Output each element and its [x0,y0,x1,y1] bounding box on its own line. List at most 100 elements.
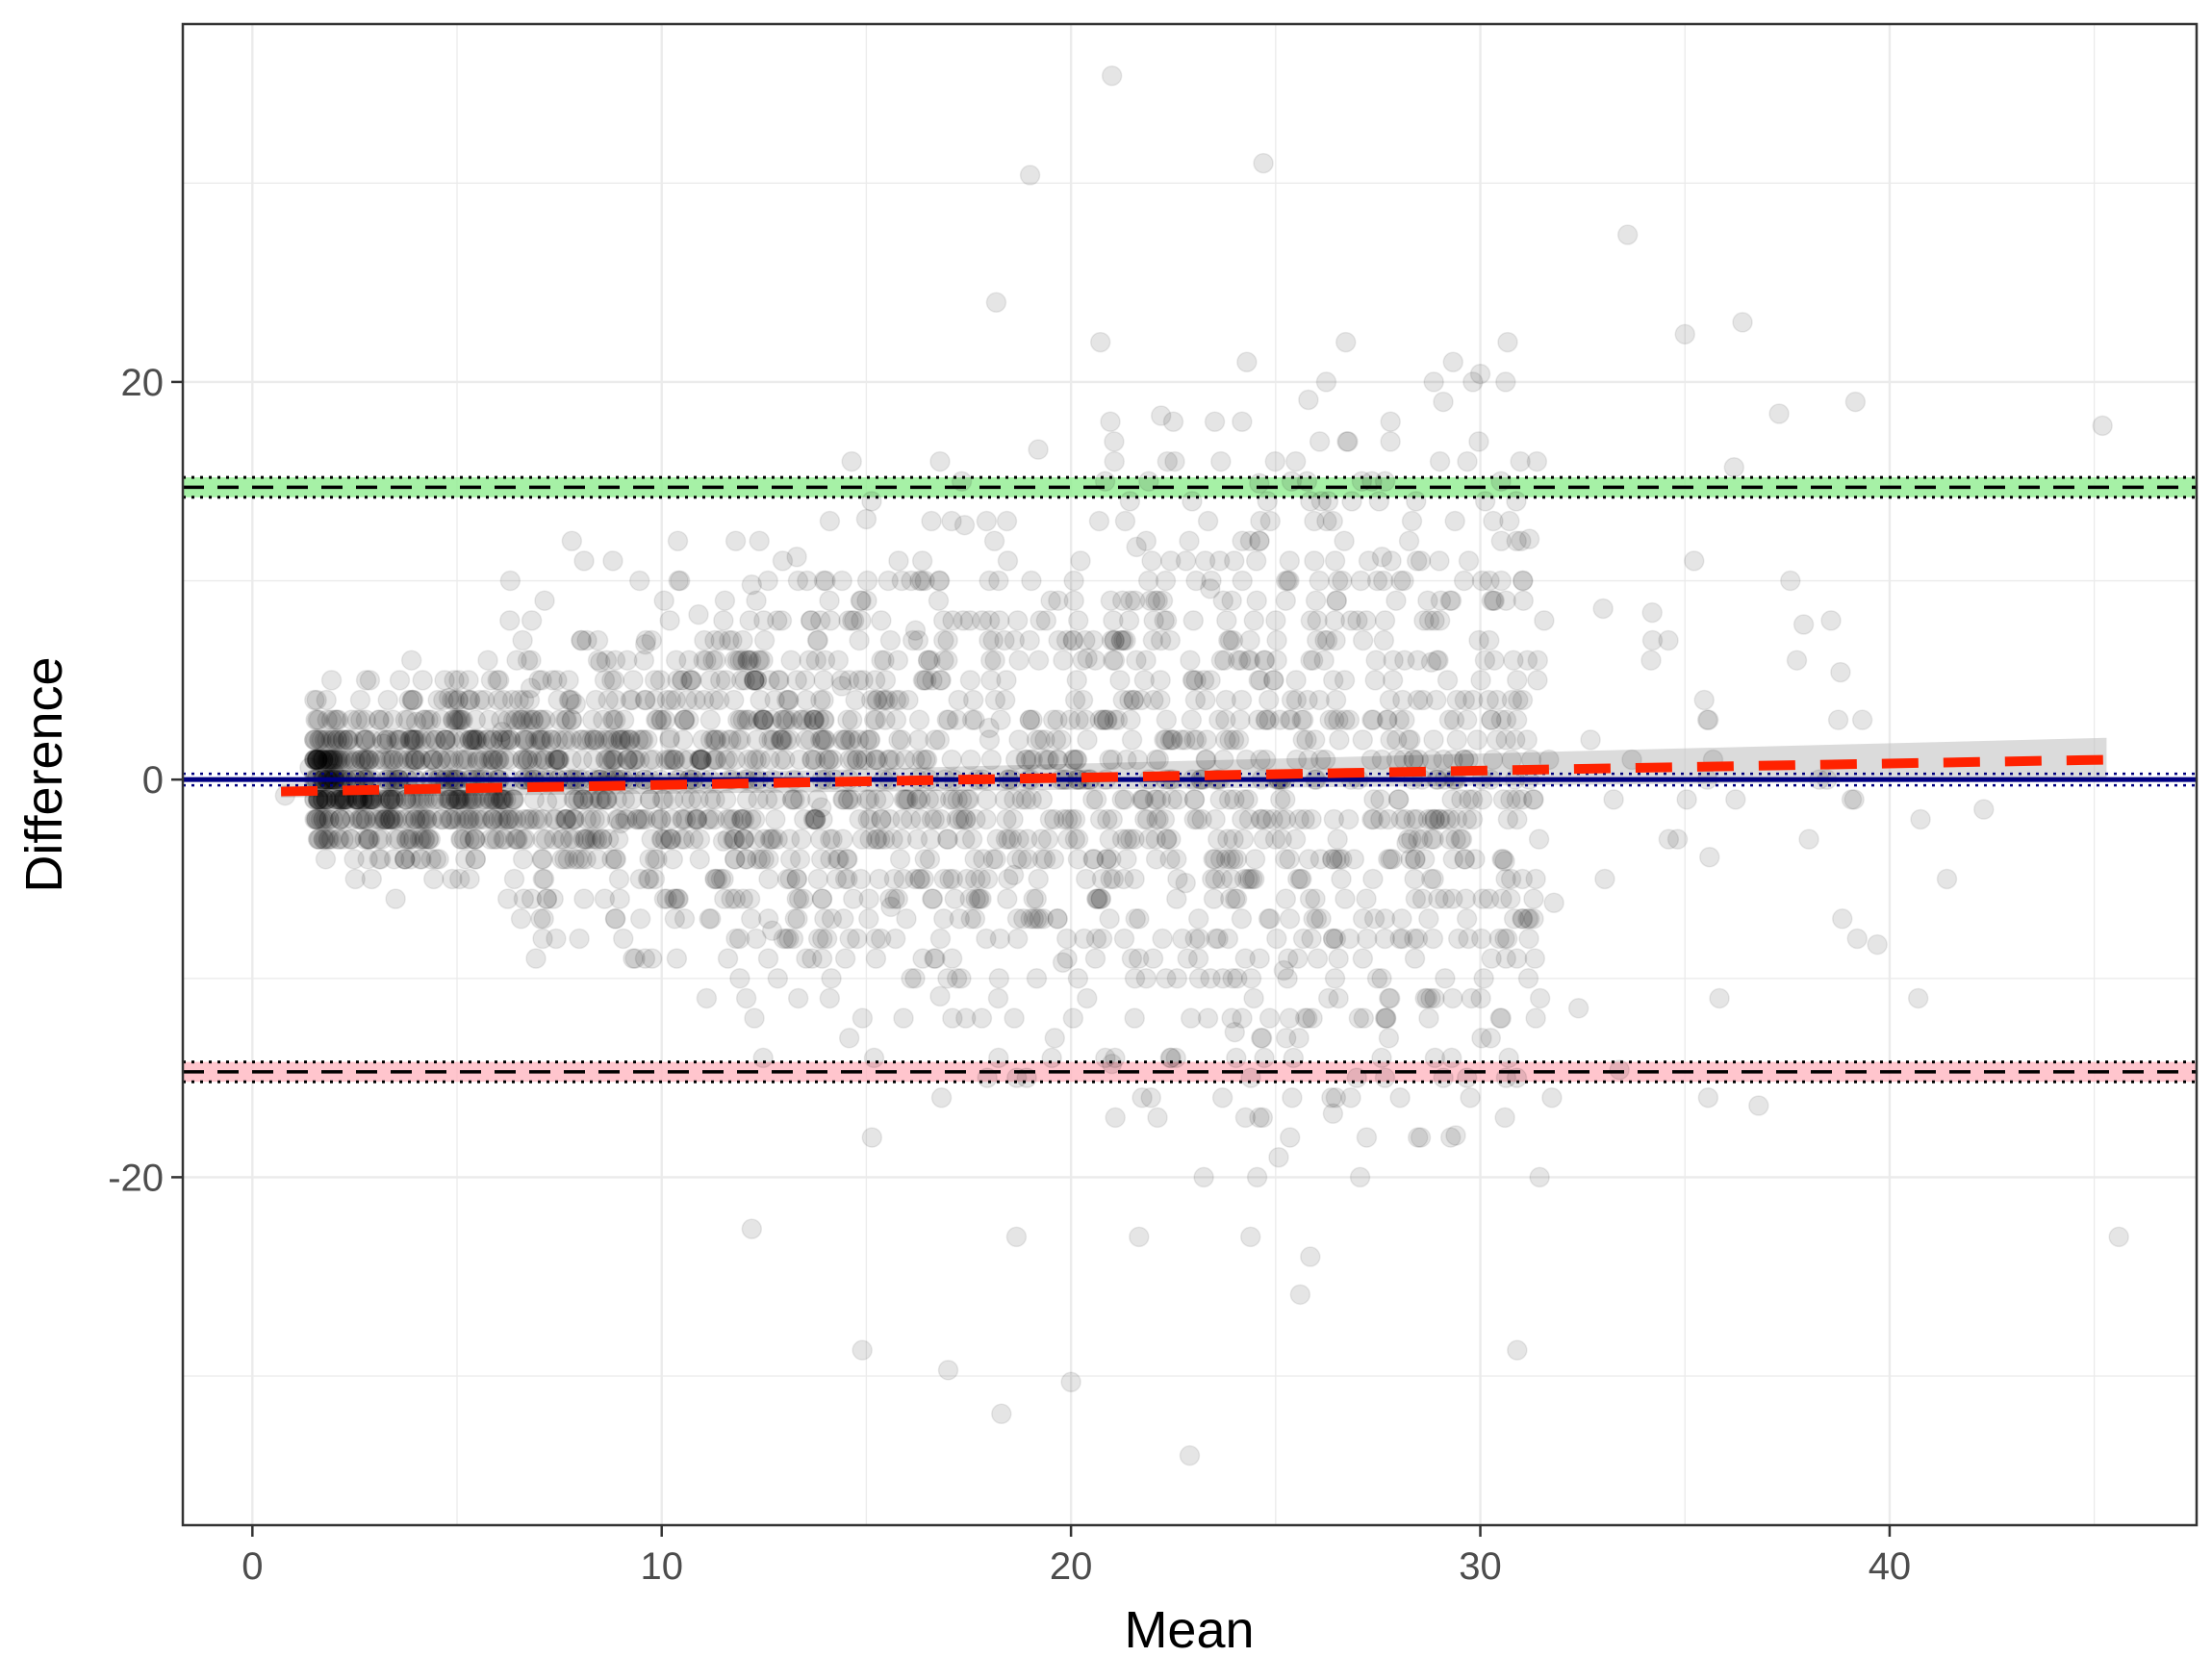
scatter-point [838,610,859,631]
scatter-point [1250,510,1271,532]
scatter-point [757,948,779,969]
scatter-point [609,888,630,909]
scatter-point [519,689,541,711]
scatter-point [1505,729,1526,751]
scatter-point [976,789,998,810]
scatter-point [888,550,909,572]
scatter-point [1534,610,1555,631]
scatter-point [810,849,832,870]
scatter-point [1282,1087,1303,1109]
scatter-point [1388,709,1411,730]
scatter-point [1213,650,1235,671]
scatter-point [831,729,852,751]
scatter-point [787,908,808,930]
scatter-point [1056,828,1079,850]
scatter-point [404,749,425,771]
scatter-point [1185,670,1207,691]
scatter-point [740,908,762,930]
scatter-point [676,689,699,711]
scatter-point [746,590,767,611]
scatter-point [1527,670,1548,691]
scatter-point [1011,849,1032,870]
scatter-point [1423,371,1444,393]
scatter-point [901,968,922,989]
y-tick-label: -20 [108,1157,164,1199]
scatter-point [1469,363,1491,385]
scatter-point [757,908,779,930]
scatter-point [1407,689,1429,711]
scatter-point [724,828,746,850]
scatter-point [1527,650,1549,671]
scatter-point [585,689,607,711]
scatter-point [1323,808,1345,830]
scatter-point [459,689,481,711]
scatter-point [1328,948,1349,969]
scatter-point [865,928,886,950]
scatter-point [930,1087,953,1109]
scatter-point [1196,729,1217,751]
scatter-point [1450,828,1471,850]
scatter-point [1471,1028,1492,1049]
scatter-point [1357,928,1378,950]
x-tick-label: 40 [1869,1545,1912,1588]
scatter-point [1015,789,1037,810]
scatter-point [531,729,553,751]
scatter-point [996,510,1018,532]
scatter-point [691,749,712,771]
scatter-point [445,709,467,730]
scatter-point [933,629,954,651]
scatter-point [597,749,620,771]
scatter-point [357,849,378,870]
scatter-point [307,749,328,771]
scatter-point [985,849,1006,870]
scatter-point [1511,530,1532,551]
scatter-point [371,828,393,850]
scatter-point [1442,888,1463,909]
scatter-point [1439,590,1462,611]
scatter-point [668,888,689,909]
scatter-point [1303,908,1324,930]
scatter-point [606,808,628,830]
scatter-point [1062,749,1083,771]
scatter-point [746,749,768,771]
scatter-point [797,570,818,592]
scatter-point [379,789,401,810]
scatter-point [821,968,842,989]
scatter-point [458,808,479,830]
scatter-point [1524,948,1546,969]
scatter-point [1495,371,1516,393]
scatter-point [405,749,426,771]
scatter-point [749,530,770,551]
scatter-point [1008,729,1030,751]
scatter-point [1083,849,1105,870]
scatter-point [530,729,551,751]
scatter-point [400,849,421,870]
scatter-point [831,570,852,592]
scatter-point [908,709,930,730]
scatter-point [1148,749,1170,771]
scatter-point [704,650,726,671]
scatter-point [889,849,911,870]
scatter-point [434,729,456,751]
scatter-point [1382,670,1404,691]
scatter-point [1215,709,1236,730]
scatter-point [741,650,762,671]
scatter-point [355,808,377,830]
scatter-point [1323,709,1345,730]
scatter-point [1366,968,1388,989]
scatter-point [970,868,992,890]
scatter-point [1543,892,1564,914]
scatter-point [686,808,707,830]
scatter-point [1235,749,1258,771]
scatter-point [572,789,595,810]
scatter-point [1241,868,1263,890]
scatter-point [1159,1047,1182,1069]
scatter-point [1302,1007,1323,1029]
scatter-point [1440,1047,1462,1069]
scatter-point [761,729,782,751]
scatter-point [1038,749,1060,771]
scatter-point [696,650,717,671]
scatter-point [1301,808,1322,830]
scatter-point [984,689,1006,711]
scatter-point [1116,849,1137,870]
